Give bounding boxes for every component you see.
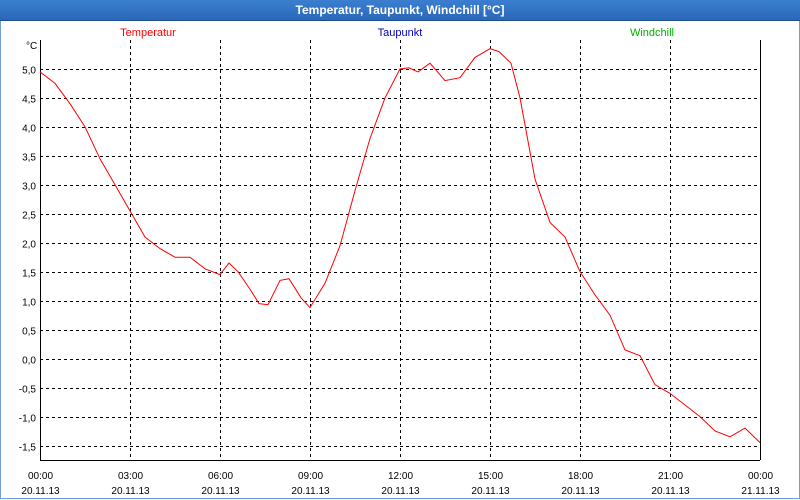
grid (40, 40, 760, 460)
x-tick-time: 21:00 (658, 471, 683, 482)
x-tick-time: 06:00 (208, 471, 233, 482)
legend-item-windchill: Windchill (630, 27, 674, 39)
x-tick-date: 20.11.13 (651, 486, 690, 497)
axes (40, 40, 761, 461)
y-tick-label: 2,0 (22, 240, 36, 251)
x-tick-time: 00:00 (28, 471, 53, 482)
x-tick-date: 20.11.13 (291, 486, 330, 497)
y-tick-label: 0,5 (22, 327, 36, 338)
y-tick-label: -0,5 (19, 385, 37, 396)
legend-item-temperatur: Temperatur (120, 27, 176, 39)
y-tick-label: -1,0 (19, 414, 37, 425)
x-tick-date: 20.11.13 (21, 486, 60, 497)
y-tick-label: 3,0 (22, 182, 36, 193)
y-tick-label: 5,0 (22, 66, 36, 77)
y-tick-label: -1,5 (19, 443, 37, 454)
x-tick-time: 15:00 (478, 471, 503, 482)
y-tick-label: 1,5 (22, 269, 36, 280)
legend-item-taupunkt: Taupunkt (378, 27, 423, 39)
x-tick-time: 03:00 (118, 471, 143, 482)
x-tick-date: 21.11.13 (741, 486, 780, 497)
x-tick-date: 20.11.13 (111, 486, 150, 497)
x-tick-date: 20.11.13 (381, 486, 420, 497)
y-tick-label: 0,0 (22, 356, 36, 367)
series-lines (39, 48, 761, 443)
x-tick-time: 18:00 (568, 471, 593, 482)
x-tick-labels: 00:00 20.11.13 03:00 20.11.13 06:00 20.11.13 0… (21, 471, 780, 497)
x-tick-time: 00:00 (748, 471, 773, 482)
legend: Temperatur Taupunkt Windchill (120, 27, 674, 39)
y-tick-label: 2,5 (22, 211, 36, 222)
x-tick-time: 12:00 (388, 471, 413, 482)
window-title: Temperatur, Taupunkt, Windchill [°C] (0, 0, 800, 21)
y-axis-unit-label: °C (26, 41, 37, 52)
x-tick-date: 20.11.13 (561, 486, 600, 497)
x-tick-date: 20.11.13 (201, 486, 240, 497)
y-tick-label: 4,5 (22, 95, 36, 106)
x-tick-date: 20.11.13 (471, 486, 510, 497)
y-tick-labels: 5,0 4,5 4,0 3,5 3,0 2,5 2,0 1,5 1,0 0,5 0,0 -0,5 -1,… (19, 66, 37, 454)
y-tick-label: 3,5 (22, 153, 36, 164)
x-tick-time: 09:00 (298, 471, 323, 482)
y-tick-label: 4,0 (22, 124, 36, 135)
series-line-temperatur (39, 48, 761, 443)
y-tick-label: 1,0 (22, 298, 36, 309)
